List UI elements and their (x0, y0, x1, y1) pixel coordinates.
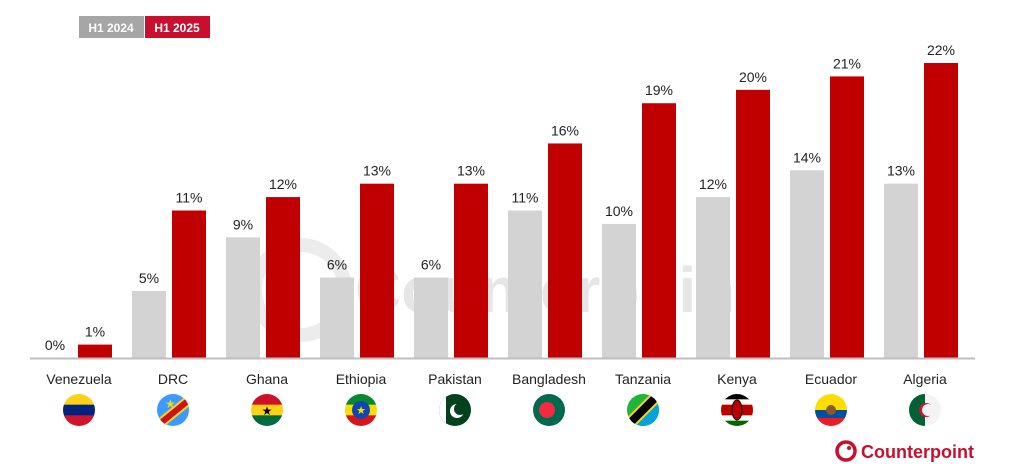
x-tick-label: Kenya (717, 371, 757, 387)
data-label: 1% (85, 324, 105, 340)
flag-venezuela-icon (63, 394, 95, 426)
bar-pakistan-h1-2025 (454, 183, 488, 358)
bar-ghana-h1-2025 (266, 197, 300, 358)
data-label: 19% (645, 82, 673, 98)
bar-algeria-h1-2024 (884, 183, 918, 358)
data-label: 13% (887, 163, 915, 179)
bar-ethiopia-h1-2024 (320, 277, 354, 358)
legend-label-h1-2024: H1 2024 (88, 21, 134, 35)
data-label: 11% (512, 190, 539, 206)
bar-drc-h1-2025 (172, 210, 206, 358)
x-tick-label: Bangladesh (512, 371, 586, 387)
legend: H1 2024 H1 2025 (79, 16, 210, 38)
data-label: 6% (421, 257, 441, 273)
data-label: 0% (45, 337, 65, 353)
x-tick-label: Ecuador (805, 371, 857, 387)
data-label: 6% (327, 257, 347, 273)
data-label: 12% (269, 176, 297, 192)
bar-ecuador-h1-2025 (830, 76, 864, 358)
bar-ecuador-h1-2024 (790, 170, 824, 358)
data-label: 5% (139, 270, 159, 286)
legend-swatch-h1-2025 (145, 16, 210, 38)
flag-tanzania-icon (627, 394, 659, 426)
bar-kenya-h1-2024 (696, 197, 730, 358)
svg-text:★: ★ (262, 404, 273, 418)
x-tick-label: Ghana (246, 371, 288, 387)
data-label: 10% (605, 203, 633, 219)
bar-pakistan-h1-2024 (414, 277, 448, 358)
x-tick-label: Ethiopia (336, 371, 387, 387)
data-label: 12% (699, 176, 727, 192)
x-tick-label: Pakistan (428, 371, 482, 387)
x-tick-label: Algeria (903, 371, 947, 387)
data-label: 9% (233, 216, 253, 232)
counterpoint-logo: Counterpoint (835, 440, 974, 462)
svg-text:★: ★ (356, 405, 366, 417)
data-label: 21% (833, 55, 861, 71)
flag-drc-icon: ★ (157, 394, 189, 426)
data-label: 22% (927, 42, 955, 58)
data-label: 13% (457, 163, 485, 179)
x-tick-label: Venezuela (46, 371, 112, 387)
flag-bangladesh-icon (533, 394, 565, 426)
flag-algeria-icon (909, 394, 941, 426)
x-tick-label: DRC (158, 371, 188, 387)
data-label: 20% (739, 69, 767, 85)
flag-ecuador-icon (815, 394, 847, 426)
bar-tanzania-h1-2024 (602, 223, 636, 358)
data-label: 11% (176, 190, 203, 206)
data-label: 14% (793, 149, 821, 165)
flag-kenya-icon (721, 394, 753, 426)
logo-text: Counterpoint (861, 442, 974, 462)
bar-drc-h1-2024 (132, 290, 166, 358)
bar-ethiopia-h1-2025 (360, 183, 394, 358)
bar-venezuela-h1-2025 (78, 344, 112, 358)
data-label: 16% (551, 122, 579, 138)
bar-ghana-h1-2024 (226, 237, 260, 358)
x-tick-label: Tanzania (615, 371, 671, 387)
bar-kenya-h1-2025 (736, 89, 770, 359)
bar-tanzania-h1-2025 (642, 103, 676, 359)
bar-bangladesh-h1-2025 (548, 143, 582, 358)
legend-label-h1-2025: H1 2025 (154, 21, 200, 35)
bar-bangladesh-h1-2024 (508, 210, 542, 358)
legend-swatch-h1-2024 (79, 16, 144, 38)
flag-ethiopia-icon: ★ (345, 394, 377, 426)
flag-ghana-icon: ★ (251, 394, 283, 426)
flag-pakistan-icon (439, 394, 471, 426)
bar-algeria-h1-2025 (924, 63, 958, 358)
data-label: 13% (363, 163, 391, 179)
svg-text:★: ★ (165, 397, 176, 411)
